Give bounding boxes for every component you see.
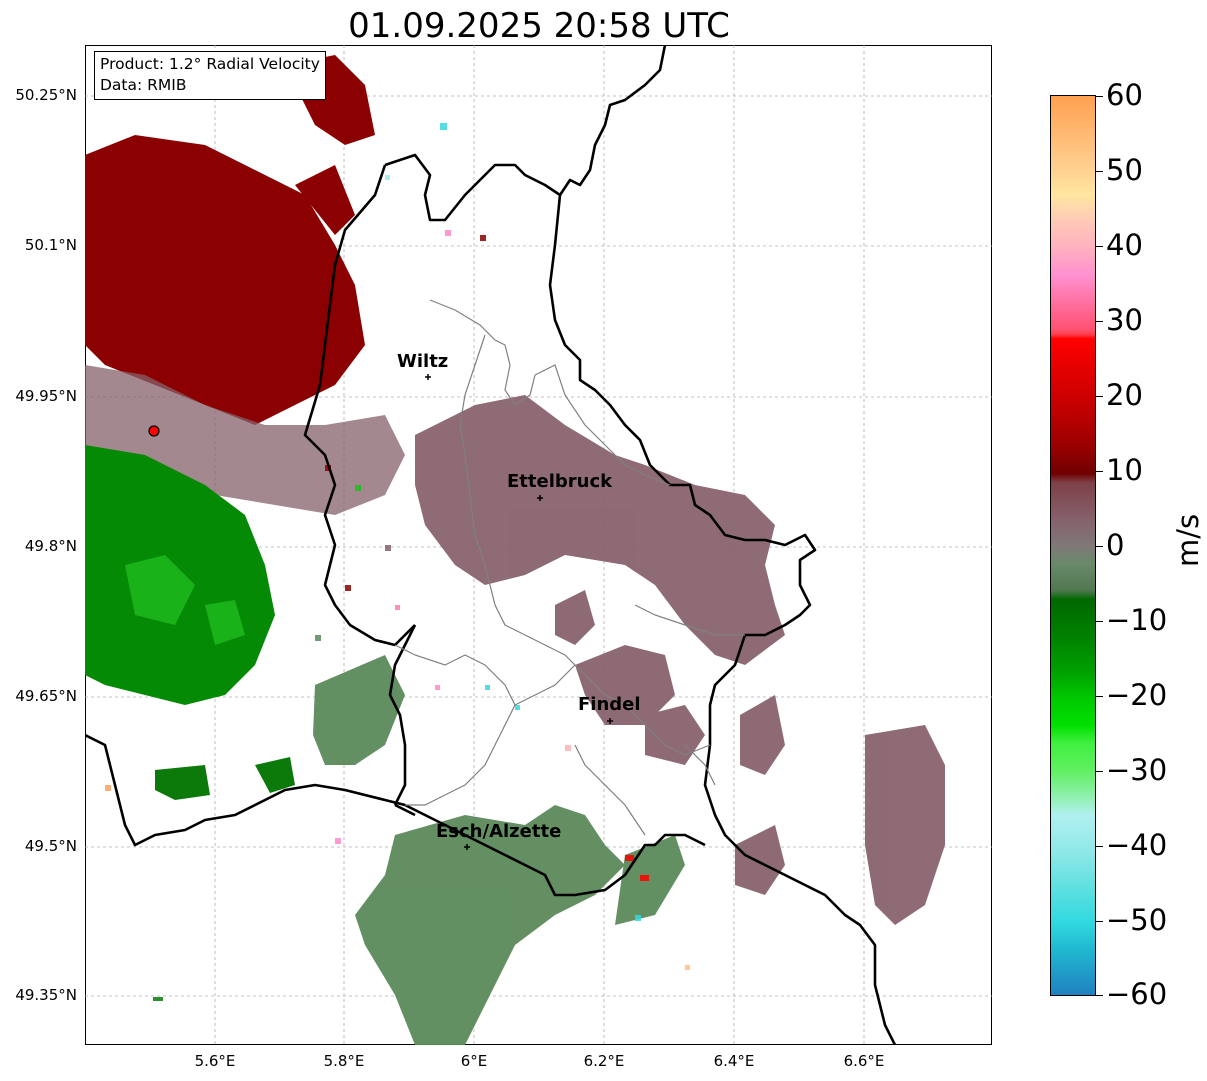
- product-info-box: Product: 1.2° Radial Velocity Data: RMIB: [94, 51, 326, 100]
- colorbar-tick-label: 60: [1106, 78, 1143, 112]
- colorbar-tick: [1096, 546, 1103, 547]
- colorbar-tick-label: 30: [1106, 303, 1143, 337]
- colorbar-tick: [1096, 995, 1103, 996]
- colorbar-tick: [1096, 171, 1103, 172]
- radar-site-marker: [148, 425, 160, 437]
- colorbar-tick: [1096, 621, 1103, 622]
- colorbar-tick-label: 40: [1106, 228, 1143, 262]
- colorbar-tick-label: −20: [1106, 678, 1168, 712]
- lon-tick-label: 5.8°E: [323, 1052, 365, 1070]
- lon-tick-label: 6.6°E: [843, 1052, 885, 1070]
- echo-near-zero-green: [313, 655, 685, 1045]
- colorbar-tick: [1096, 846, 1103, 847]
- lat-tick-label: 49.8°N: [24, 537, 77, 555]
- echo-green-speckle: [125, 555, 245, 645]
- velocity-colorbar: [1050, 95, 1096, 996]
- colorbar-tick-label: −50: [1106, 903, 1168, 937]
- lat-tick-label: 49.5°N: [24, 837, 77, 855]
- echo-near-zero-mauve: [415, 395, 945, 925]
- lat-tick-label: 49.65°N: [15, 687, 77, 705]
- lon-tick-label: 6°E: [460, 1052, 488, 1070]
- lat-tick-label: 50.25°N: [15, 86, 77, 104]
- map-title: 01.09.2025 20:58 UTC: [348, 6, 730, 46]
- city-label-findel: Findel: [578, 694, 641, 715]
- lon-tick-label: 6.2°E: [583, 1052, 625, 1070]
- canton-boundaries: [394, 299, 745, 836]
- colorbar-tick-label: 20: [1106, 378, 1143, 412]
- radar-map[interactable]: [85, 45, 992, 1045]
- city-markers: [425, 374, 613, 850]
- lat-tick-label: 49.95°N: [15, 387, 77, 405]
- colorbar-tick: [1096, 396, 1103, 397]
- echo-receding-red: [85, 55, 375, 425]
- lat-tick-label: 50.1°N: [24, 236, 77, 254]
- country-border: [85, 45, 897, 1045]
- city-label-esch-alzette: Esch/Alzette: [436, 821, 562, 842]
- colorbar-tick: [1096, 96, 1103, 97]
- colorbar-tick-label: 0: [1106, 528, 1125, 562]
- colorbar-tick-label: −30: [1106, 753, 1168, 787]
- colorbar-tick: [1096, 321, 1103, 322]
- colorbar-tick: [1096, 471, 1103, 472]
- colorbar-unit-label: m/s: [1171, 513, 1205, 567]
- city-label-wiltz: Wiltz: [397, 351, 449, 372]
- product-label: Product: 1.2° Radial Velocity: [100, 55, 320, 73]
- lon-tick-label: 5.6°E: [194, 1052, 236, 1070]
- city-label-ettelbruck: Ettelbruck: [507, 471, 613, 492]
- colorbar-tick: [1096, 771, 1103, 772]
- colorbar-tick-label: 50: [1106, 153, 1143, 187]
- colorbar-tick: [1096, 246, 1103, 247]
- colorbar-tick-label: −40: [1106, 828, 1168, 862]
- colorbar-tick-label: −60: [1106, 977, 1168, 1011]
- colorbar-tick: [1096, 696, 1103, 697]
- lon-tick-label: 6.4°E: [713, 1052, 755, 1070]
- colorbar-tick-label: 10: [1106, 453, 1143, 487]
- data-source-label: Data: RMIB: [100, 76, 187, 94]
- echo-green-patches: [155, 757, 295, 800]
- colorbar-tick-label: −10: [1106, 603, 1168, 637]
- lat-tick-label: 49.35°N: [15, 986, 77, 1004]
- colorbar-tick: [1096, 921, 1103, 922]
